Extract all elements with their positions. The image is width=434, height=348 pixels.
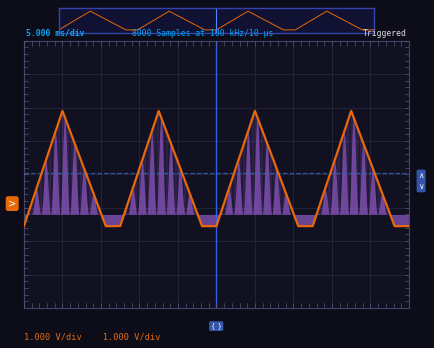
Text: ∧
∨: ∧ ∨ (418, 171, 423, 191)
Text: >: > (8, 199, 16, 208)
Text: 1.000 V/div    1.000 V/div: 1.000 V/div 1.000 V/div (24, 333, 160, 342)
Text: 8000 Samples at 100 kHz/10 μs: 8000 Samples at 100 kHz/10 μs (132, 29, 273, 38)
Text: Triggered: Triggered (362, 29, 406, 38)
Text: 5.000 ms/div: 5.000 ms/div (26, 29, 84, 38)
Text: { }: { } (210, 323, 221, 330)
